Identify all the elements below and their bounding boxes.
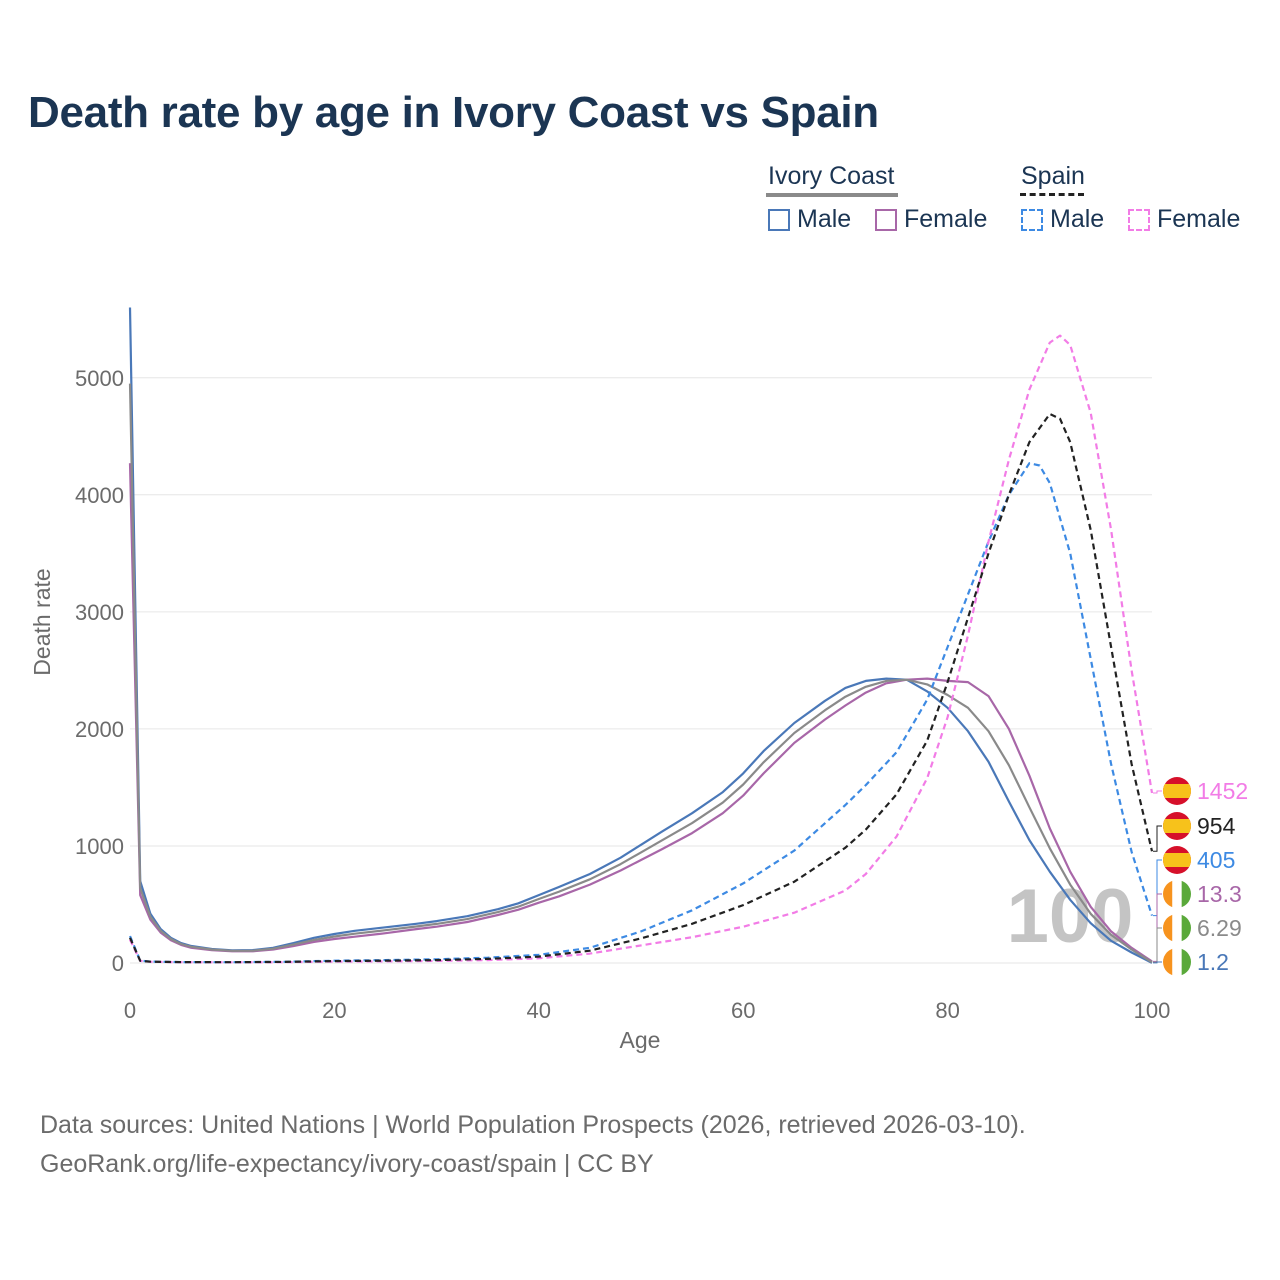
x-tick-label: 40: [527, 998, 551, 1023]
end-label-connector: [1153, 927, 1162, 963]
legend-item-ivory-coast-male[interactable]: Male: [768, 205, 851, 234]
ivory-coast-flag-icon: [1163, 948, 1173, 976]
end-label-value: 1.2: [1197, 949, 1229, 975]
legend-label: Female: [904, 205, 988, 233]
end-label-connector: [1153, 859, 1162, 917]
y-tick-label: 4000: [75, 483, 124, 508]
ivory-coast-flag-icon: [1163, 914, 1173, 942]
end-label-value: 6.29: [1197, 915, 1242, 941]
y-tick-label: 3000: [75, 600, 124, 625]
chart-title: Death rate by age in Ivory Coast vs Spai…: [28, 88, 879, 137]
series-line-spain-total[interactable]: [128, 412, 1154, 964]
legend-group-line: [1020, 193, 1084, 196]
source-note: Data sources: United Nations | World Pop…: [40, 1106, 1026, 1184]
end-label-connector: [1153, 961, 1162, 964]
ivory-coast-flag-icon: [1163, 880, 1173, 908]
end-label-spain: 954: [1163, 812, 1236, 840]
series-line-ivory-coast-female[interactable]: [128, 463, 1153, 963]
legend-swatch: [1021, 208, 1043, 231]
source-line-2[interactable]: GeoRank.org/life-expectancy/ivory-coast/…: [40, 1150, 654, 1178]
x-axis: 0 20 40 60 80 100: [124, 998, 1170, 1023]
x-tick-label: 100: [1134, 998, 1171, 1023]
source-line-1: Data sources: United Nations | World Pop…: [40, 1111, 1026, 1139]
series-line-ivory-coast-total[interactable]: [128, 383, 1153, 964]
end-label-spain: 405: [1163, 846, 1235, 874]
x-tick-label: 80: [935, 998, 959, 1023]
legend-item-spain-male[interactable]: Male: [1021, 205, 1104, 234]
y-axis: 0 1000 2000 3000 4000 5000: [75, 366, 124, 976]
ivory-coast-flag-band: [1172, 948, 1182, 976]
y-tick-label: 2000: [75, 717, 124, 742]
y-tick-label: 5000: [75, 366, 124, 391]
x-tick-label: 60: [731, 998, 755, 1023]
y-axis-title: Death rate: [29, 568, 55, 675]
end-label-value: 954: [1197, 813, 1236, 839]
legend-swatch: [1128, 208, 1150, 231]
legend-label: Male: [1050, 205, 1105, 233]
ivory-coast-flag-band: [1181, 880, 1191, 908]
x-axis-title: Age: [620, 1027, 661, 1053]
x-tick-label: 20: [322, 998, 346, 1023]
series-line-ivory-coast-male[interactable]: [128, 307, 1153, 964]
legend-group-title: Ivory Coast: [768, 162, 895, 190]
ivory-coast-flag-band: [1181, 914, 1191, 942]
end-label-value: 13.3: [1197, 881, 1242, 907]
ivory-coast-flag-band: [1172, 914, 1182, 942]
x-tick-label: 0: [124, 998, 136, 1023]
ivory-coast-flag-band: [1181, 948, 1191, 976]
legend-item-spain-female[interactable]: Female: [1128, 205, 1240, 234]
legend-swatch: [768, 208, 790, 231]
legend-group-title: Spain: [1021, 162, 1085, 190]
end-label-connector: [1153, 790, 1162, 794]
series-lines: [128, 307, 1154, 964]
legend-item-ivory-coast-female[interactable]: Female: [875, 205, 987, 234]
end-labels: 1452 954 405 13.3 6.29 1.2: [1153, 777, 1248, 976]
spain-flag-band: [1163, 784, 1191, 798]
y-tick-label: 1000: [75, 834, 124, 859]
end-label-value: 1452: [1197, 778, 1248, 804]
end-label-ivory-coast: 13.3: [1163, 880, 1242, 908]
legend-label: Male: [797, 205, 852, 233]
y-tick-label: 0: [112, 951, 124, 976]
end-label-ivory-coast: 6.29: [1163, 914, 1242, 942]
series-line-spain-male[interactable]: [128, 462, 1154, 964]
end-label-connector: [1153, 825, 1162, 852]
legend-label: Female: [1157, 205, 1241, 233]
ivory-coast-flag-band: [1172, 880, 1182, 908]
grid-lines: [130, 377, 1152, 964]
spain-flag-band: [1163, 853, 1191, 867]
series-line-spain-female[interactable]: [129, 334, 1154, 964]
legend-group-line: [766, 193, 898, 197]
end-label-ivory-coast: 1.2: [1163, 948, 1229, 976]
spain-flag-band: [1163, 819, 1191, 833]
legend-swatch: [875, 208, 897, 231]
watermark-year: 100: [1007, 874, 1134, 959]
end-label-spain: 1452: [1163, 777, 1248, 805]
end-label-value: 405: [1197, 847, 1235, 873]
